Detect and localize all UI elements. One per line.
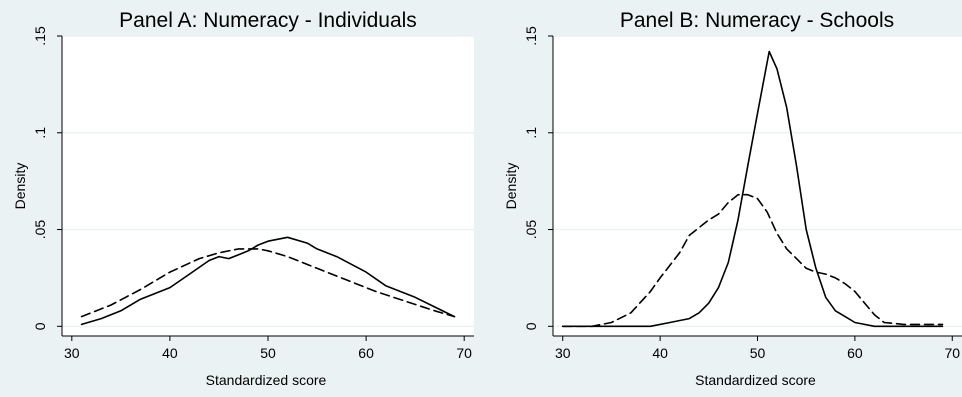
y-tick-label: .1 [523, 127, 539, 139]
series-line-dashed [561, 193, 944, 328]
series-line-solid [80, 236, 456, 326]
x-axis-title: Standardized score [206, 372, 327, 388]
y-tick-label: 0 [523, 322, 539, 330]
x-tick-label: 50 [750, 345, 766, 361]
chart-title: Panel A: Numeracy - Individuals [119, 9, 417, 32]
x-tick-label: 30 [555, 345, 571, 361]
y-axis-title: Density [12, 163, 28, 210]
panel-a: 0 .05 .1 .15 30 40 50 60 70 Standardized score Den… [12, 9, 474, 388]
y-tick-label: 0 [32, 322, 48, 330]
series-line-dashed [80, 248, 456, 318]
series-line-solid [561, 50, 944, 328]
x-tick-label: 60 [847, 345, 863, 361]
plot-area [62, 36, 474, 336]
x-tick-label: 70 [944, 345, 960, 361]
x-tick-label: 50 [260, 345, 276, 361]
y-axis-title: Density [503, 163, 519, 210]
y-tick-label: .1 [32, 127, 48, 139]
x-tick-label: 40 [652, 345, 668, 361]
y-tick-label: .05 [32, 220, 48, 240]
x-tick-label: 40 [162, 345, 178, 361]
x-tick-label: 60 [358, 345, 374, 361]
x-axis-title: Standardized score [695, 372, 816, 388]
y-tick-label: .15 [32, 26, 48, 46]
chart-title: Panel B: Numeracy - Schools [620, 9, 894, 32]
panel-b: 0 .05 .1 .15 30 40 50 60 70 Standardized score Den… [503, 9, 962, 388]
x-tick-label: 70 [456, 345, 472, 361]
y-tick-label: .05 [523, 220, 539, 240]
x-tick-label: 30 [64, 345, 80, 361]
y-tick-label: .15 [523, 26, 539, 46]
plot-area [553, 36, 962, 336]
